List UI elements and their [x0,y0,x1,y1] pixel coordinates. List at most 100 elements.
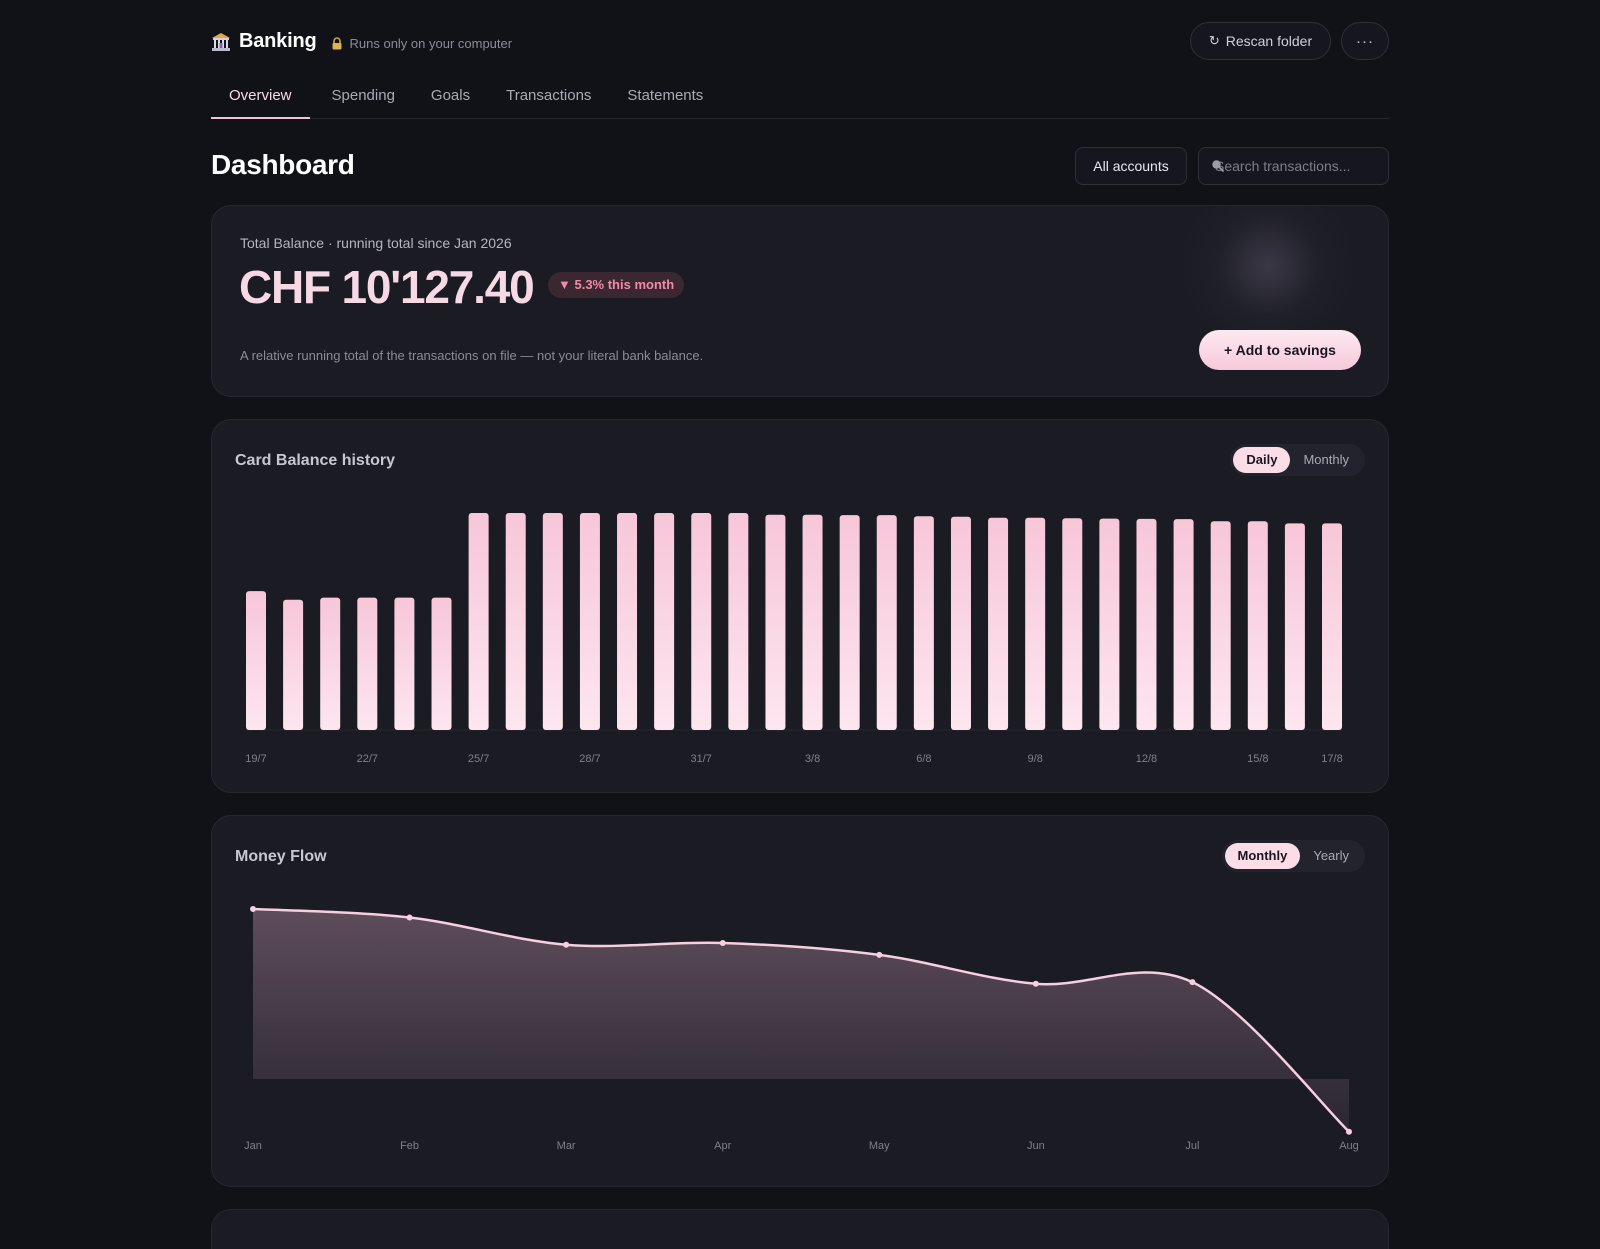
money-flow-title: Money Flow [235,848,327,865]
toggle-monthly[interactable]: Monthly [1224,843,1301,869]
bar-7/8 [950,516,971,730]
bar-24/7 [431,597,452,730]
x-tick-label: Aug [1339,1140,1359,1152]
bar-3/8 [802,514,823,730]
bar-19/7 [246,591,266,730]
bar-29/7 [617,513,638,730]
bar-22/7 [357,597,378,730]
x-tick-label: 17/8 [1321,753,1342,765]
bar-13/8 [1173,519,1194,730]
next-card-peek [211,1209,1389,1249]
rescan-folder-label: Rescan folder [1225,33,1313,49]
tab-overview[interactable]: Overview [211,84,310,119]
tab-goals[interactable]: Goals [430,87,471,104]
balance-note: A relative running total of the transact… [240,348,704,363]
x-tick-label: Jun [1027,1140,1045,1152]
bar-10/8 [1062,518,1083,730]
bank-icon [211,32,231,52]
more-options-button[interactable]: ··· [1341,22,1389,60]
refresh-icon: ↻ [1208,33,1220,48]
money-flow-chart: Jan Feb Mar Apr May Jun Jul Aug [244,906,1359,1152]
bar-14/8 [1210,521,1231,730]
balance-change-badge: ▼ 5.3% this month [548,272,685,298]
account-filter-select[interactable]: All accounts [1075,147,1187,185]
local-note: Runs only on your computer [331,36,512,51]
bar-26/7 [505,513,526,730]
app-container: Banking Runs only on your computer ↻ Res… [211,0,1389,1249]
bar-20/7 [283,599,304,730]
x-tick-label: 31/7 [691,753,712,765]
point-Jan [250,906,256,912]
x-tick-label: Mar [557,1140,576,1152]
point-Apr [719,940,726,946]
point-Feb [406,914,413,921]
toggle-yearly[interactable]: Yearly [1313,848,1349,863]
tab-statements[interactable]: Statements [627,87,704,104]
search-input[interactable] [1213,157,1387,175]
x-tick-label: Apr [714,1140,731,1152]
x-tick-label: Feb [400,1140,419,1152]
x-tick-label: May [869,1140,890,1152]
bar-17/8 [1322,523,1342,730]
balance-amount: CHF 10'127.40 [239,261,535,313]
bar-15/8 [1247,521,1268,730]
point-Aug [1346,1128,1352,1135]
x-tick-label: 12/8 [1136,753,1157,765]
bar-30/7 [654,513,675,730]
main-tabs: Overview Spending Goals Transactions Sta… [211,84,1389,119]
bar-23/7 [394,597,415,730]
x-tick-label: 28/7 [579,753,600,765]
x-tick-label: 9/8 [1028,753,1043,765]
bar-4/8 [839,515,860,730]
bar-12/8 [1136,518,1157,730]
search-box [1198,147,1389,185]
bar-1/8 [728,513,749,730]
app-title: Banking [239,30,317,52]
top-actions: ↻ Rescan folder ··· [1190,22,1389,60]
x-tick-label: 19/7 [245,753,266,765]
point-Jul [1189,979,1196,986]
point-May [876,951,883,958]
bar-27/7 [542,513,563,730]
bar-8/8 [988,517,1009,730]
money-flow-period-toggle: Monthly Yearly [1221,840,1365,872]
top-bar: Banking Runs only on your computer ↻ Res… [211,0,1389,84]
lock-icon [331,37,343,50]
x-tick-label: 25/7 [468,753,489,765]
toggle-daily[interactable]: Daily [1233,447,1291,473]
bar-2/8 [765,514,786,730]
point-Mar [563,941,570,948]
x-tick-label: Jan [244,1140,262,1152]
money-flow-card: Jan Feb Mar Apr May Jun Jul Aug Money Flow Mont… [211,815,1389,1187]
x-tick-label: 6/8 [916,753,931,765]
card-balance-period-toggle: Daily Monthly [1230,444,1365,476]
bar-31/7 [691,513,712,730]
tab-spending[interactable]: Spending [331,87,395,104]
bar-21/7 [320,597,341,730]
x-tick-label: Jul [1185,1140,1199,1152]
card-balance-chart: 19/7 22/7 25/7 28/7 31/7 3/8 6/8 9/8 12/8 15/8 17/… [245,513,1343,765]
bar-9/8 [1025,517,1046,730]
bar-5/8 [876,515,897,730]
card-balance-title: Card Balance history [235,452,396,469]
more-icon: ··· [1356,32,1374,50]
bar-28/7 [579,513,600,730]
search-icon [1211,159,1225,173]
page-title: Dashboard [211,149,355,180]
x-tick-label: 22/7 [357,753,378,765]
dashboard-header: Dashboard All accounts [211,119,1389,205]
rescan-folder-button[interactable]: ↻ Rescan folder [1190,22,1331,60]
bar-11/8 [1099,518,1120,730]
tab-transactions[interactable]: Transactions [506,87,592,104]
balance-label: Total Balance · running total since Jan … [240,235,512,251]
money-flow-area [253,909,1349,1132]
x-tick-label: 15/8 [1247,753,1268,765]
total-balance-card: Total Balance · running total since Jan … [211,205,1389,397]
point-Jun [1032,980,1039,987]
bar-25/7 [468,513,489,730]
x-tick-label: 3/8 [805,753,820,765]
toggle-monthly[interactable]: Monthly [1303,452,1349,467]
card-balance-history-card: 19/7 22/7 25/7 28/7 31/7 3/8 6/8 9/8 12/8 15/8 17/… [211,419,1389,793]
add-to-savings-button[interactable]: + Add to savings [1199,330,1361,370]
bar-16/8 [1284,523,1305,730]
